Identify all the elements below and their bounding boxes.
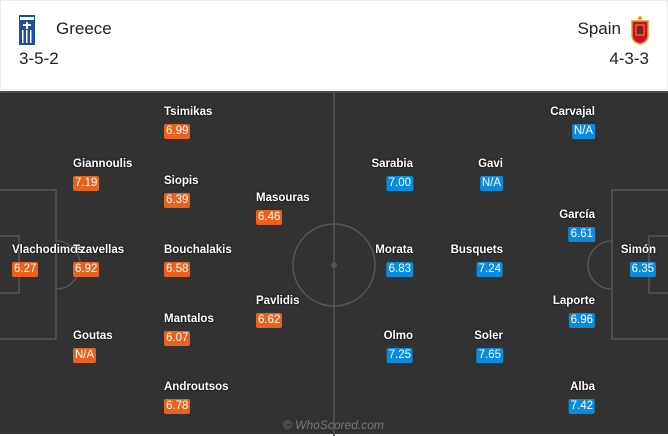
- player-name: Olmo: [383, 330, 413, 342]
- player-rating-badge: 6.27: [12, 261, 39, 277]
- player-name: Sarabia: [371, 158, 413, 170]
- greece-flag-icon: [19, 15, 35, 45]
- player-rating-badge: 6.78: [164, 398, 191, 414]
- player-rating-badge: 7.65: [476, 347, 503, 363]
- player-name: Tzavellas: [73, 244, 125, 256]
- player-rating-badge: 7.42: [568, 398, 595, 414]
- home-team-name: Greece: [56, 19, 112, 38]
- player-rating-badge: 6.99: [164, 123, 191, 139]
- player-rating-badge: 6.62: [256, 312, 283, 328]
- spain-crest-icon: [631, 16, 649, 45]
- away-player[interactable]: Soler 7.65: [474, 330, 503, 363]
- away-player[interactable]: Laporte 6.96: [552, 295, 595, 328]
- home-player[interactable]: Masouras 6.46: [256, 192, 310, 225]
- player-name: Gavi: [478, 158, 503, 170]
- away-team-name: Spain: [577, 19, 621, 38]
- player-rating-badge: 7.24: [476, 261, 503, 277]
- player-name: Mantalos: [164, 313, 214, 325]
- away-player[interactable]: Alba 7.42: [568, 381, 595, 414]
- player-name: Masouras: [256, 192, 310, 204]
- player-name: García: [559, 209, 595, 221]
- player-rating-badge: 6.92: [73, 261, 100, 277]
- player-name: Pavlidis: [256, 295, 300, 307]
- away-player[interactable]: Morata 6.83: [375, 244, 413, 277]
- player-rating-badge: 7.25: [386, 347, 413, 363]
- player-rating-badge: 6.07: [164, 330, 191, 346]
- away-player[interactable]: Sarabia 7.00: [371, 158, 413, 191]
- player-name: Laporte: [552, 295, 595, 307]
- home-player[interactable]: Pavlidis 6.62: [256, 295, 300, 328]
- home-player[interactable]: Mantalos 6.07: [164, 313, 214, 346]
- player-rating-badge: N/A: [479, 175, 503, 191]
- player-rating-badge: 6.46: [256, 209, 283, 225]
- watermark: © WhoScored.com: [283, 418, 384, 432]
- away-formation: 4-3-3: [609, 49, 649, 68]
- away-player[interactable]: García 6.61: [559, 209, 595, 242]
- pitch: [0, 91, 668, 436]
- player-rating-badge: N/A: [571, 123, 595, 139]
- match-header: Greece 3-5-2 Spain 4-3-3: [0, 0, 668, 90]
- player-name: Tsimikas: [164, 106, 213, 118]
- player-name: Soler: [474, 330, 503, 342]
- player-name: Simón: [620, 244, 656, 256]
- player-name: Vlachodimos: [12, 244, 84, 256]
- home-player[interactable]: Tzavellas 6.92: [73, 244, 125, 277]
- player-rating-badge: N/A: [73, 347, 97, 363]
- away-player[interactable]: Simón 6.35: [620, 244, 656, 277]
- home-player[interactable]: Vlachodimos 6.27: [12, 244, 84, 277]
- player-name: Carvajal: [550, 106, 595, 118]
- player-rating-badge: 6.96: [568, 312, 595, 328]
- player-name: Giannoulis: [73, 158, 133, 170]
- away-player[interactable]: Carvajal N/A: [550, 106, 595, 139]
- player-rating-badge: 6.58: [164, 261, 191, 277]
- player-name: Siopis: [164, 175, 199, 187]
- player-name: Morata: [375, 244, 413, 256]
- player-rating-badge: 6.35: [629, 261, 656, 277]
- player-name: Busquets: [450, 244, 503, 256]
- player-name: Alba: [570, 381, 595, 393]
- player-rating-badge: 7.19: [73, 175, 100, 191]
- away-player[interactable]: Olmo 7.25: [383, 330, 413, 363]
- home-formation: 3-5-2: [19, 49, 59, 68]
- player-rating-badge: 6.39: [164, 192, 191, 208]
- away-player[interactable]: Busquets 7.24: [450, 244, 503, 277]
- player-rating-badge: 6.83: [386, 261, 413, 277]
- home-player[interactable]: Siopis 6.39: [164, 175, 199, 208]
- home-player[interactable]: Goutas N/A: [73, 330, 113, 363]
- home-player[interactable]: Tsimikas 6.99: [164, 106, 213, 139]
- player-name: Goutas: [73, 330, 113, 342]
- home-player[interactable]: Bouchalakis 6.58: [164, 244, 232, 277]
- player-rating-badge: 7.00: [386, 175, 413, 191]
- home-player[interactable]: Giannoulis 7.19: [73, 158, 133, 191]
- player-name: Bouchalakis: [164, 244, 232, 256]
- away-player[interactable]: Gavi N/A: [478, 158, 503, 191]
- player-rating-badge: 6.61: [568, 226, 595, 242]
- player-name: Androutsos: [164, 381, 229, 393]
- home-player[interactable]: Androutsos 6.78: [164, 381, 229, 414]
